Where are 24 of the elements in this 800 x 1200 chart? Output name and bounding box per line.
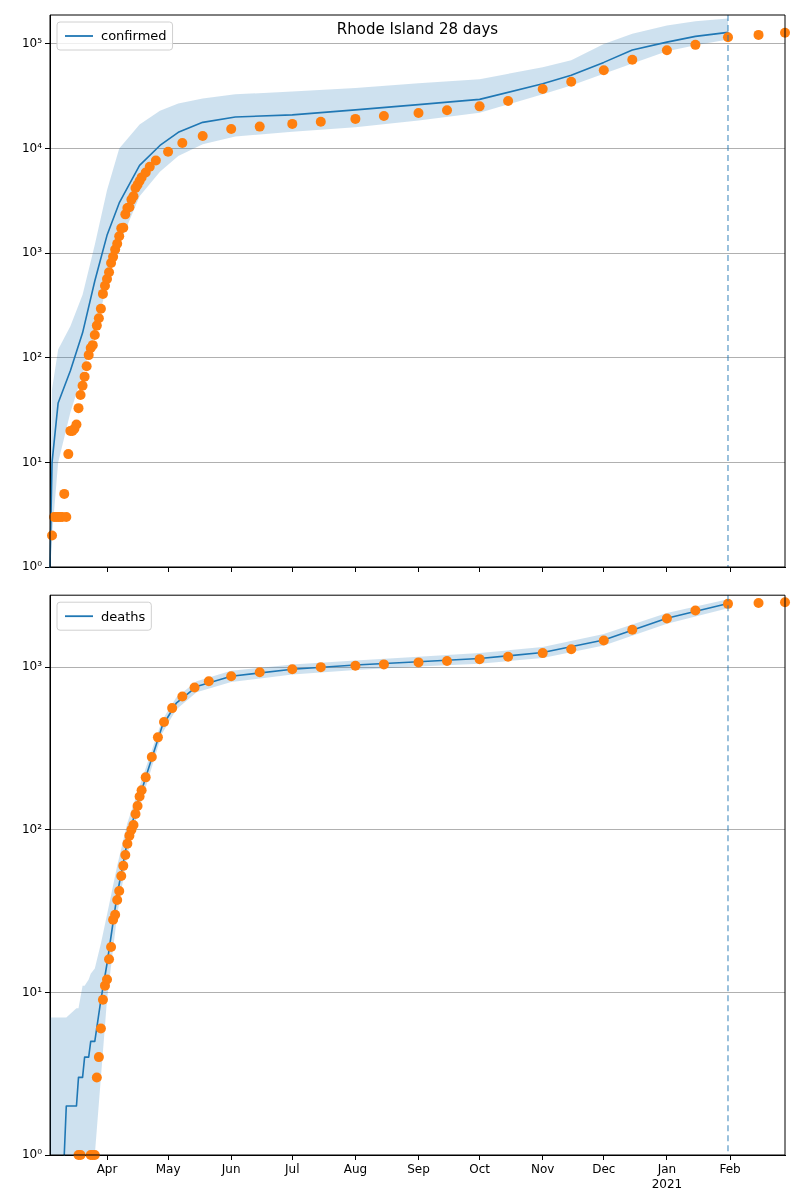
- legend-label: deaths: [101, 608, 146, 624]
- y-tick-label: 10²: [21, 821, 43, 836]
- x-tick-label: Nov: [531, 1162, 555, 1177]
- y-tick-label: 10⁰: [21, 559, 43, 574]
- y-tick-label: 10³: [21, 245, 43, 260]
- x-tick-label: Aug: [343, 1162, 368, 1177]
- x-tick-label: Jul: [284, 1162, 300, 1177]
- y-tick-label: 10²: [21, 349, 43, 364]
- legend-label: confirmed: [101, 28, 167, 44]
- y-tick-label: 10⁰: [21, 1147, 43, 1162]
- y-tick-label: 10¹: [21, 454, 43, 469]
- chart-title: Rhode Island 28 days: [336, 20, 499, 39]
- y-tick-label: 10⁴: [21, 140, 43, 155]
- y-tick-label: 10³: [21, 659, 43, 674]
- x-tick-label: May: [155, 1162, 181, 1177]
- x-tick-label: Dec: [592, 1162, 616, 1177]
- x-tick-label: Feb: [719, 1162, 741, 1177]
- x-tick-label: Jun: [220, 1162, 241, 1177]
- x-tick-label: Jan 2021: [651, 1162, 683, 1191]
- y-tick-label: 10¹: [21, 984, 43, 999]
- x-tick-label: Oct: [469, 1162, 491, 1177]
- x-tick-label: Sep: [407, 1162, 430, 1177]
- x-tick-label: Apr: [96, 1162, 118, 1177]
- y-tick-label: 10⁵: [21, 36, 43, 51]
